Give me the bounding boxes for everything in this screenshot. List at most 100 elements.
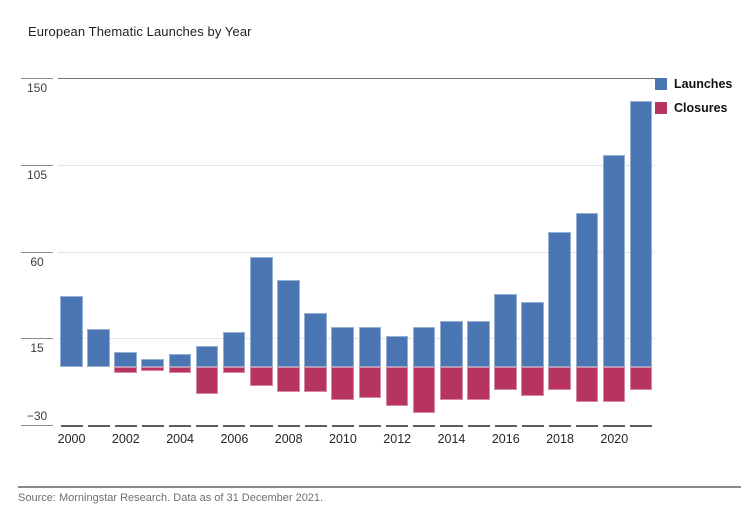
source-note: Source: Morningstar Research. Data as of… [18, 492, 324, 504]
bar-launches-2014 [439, 320, 463, 368]
y-tick [21, 251, 53, 253]
bar-closures-2012 [385, 367, 409, 406]
bar-launches-2006 [222, 332, 246, 368]
y-tick-label: 105 [26, 167, 48, 182]
bar-launches-2012 [385, 336, 409, 368]
bar-closures-2013 [412, 367, 436, 414]
x-tick-label: 2008 [274, 432, 303, 446]
bar-launches-2001 [87, 328, 110, 368]
x-tick-label: 2018 [546, 432, 574, 446]
x-axis-tick [494, 425, 517, 427]
bar-launches-2019 [575, 212, 599, 368]
bar-launches-2020 [602, 155, 626, 368]
x-tick-label: 2004 [166, 432, 195, 446]
y-tick-label: −30 [26, 409, 48, 423]
bar-closures-2014 [439, 367, 463, 400]
x-tick-label: 2010 [329, 432, 357, 446]
x-axis-tick [630, 425, 653, 427]
x-axis-tick [548, 425, 572, 427]
bar-launches-2004 [168, 353, 192, 368]
x-tick-label: 2000 [57, 432, 86, 446]
bar-closures-2021 [629, 367, 653, 391]
x-tick-label: 2020 [600, 432, 629, 446]
legend-item-closures: Closures [655, 101, 732, 115]
legend: Launches Closures [655, 77, 732, 125]
x-axis-tick [114, 425, 137, 427]
bar-launches-2000 [60, 295, 83, 368]
legend-swatch [655, 78, 667, 90]
x-axis-tick [223, 425, 246, 427]
bar-closures-2019 [575, 367, 599, 402]
x-axis-tick [250, 425, 273, 427]
bar-closures-2004 [168, 367, 192, 373]
y-tick [21, 164, 53, 166]
x-tick-label: 2016 [491, 432, 520, 446]
bar-launches-2002 [114, 351, 137, 368]
bar-launches-2017 [521, 301, 544, 368]
bar-closures-2008 [277, 367, 300, 393]
y-tick-label: 15 [30, 341, 44, 356]
legend-label: Launches [674, 77, 733, 91]
x-axis-tick [359, 425, 382, 427]
x-tick-label: 2002 [111, 432, 140, 446]
bar-launches-2009 [304, 313, 327, 368]
x-axis-tick [304, 425, 327, 427]
x-axis-tick [467, 425, 490, 427]
bar-closures-2009 [304, 367, 327, 393]
x-axis-tick [277, 425, 300, 427]
bar-launches-2003 [141, 359, 165, 368]
bar-launches-2011 [358, 326, 382, 368]
bar-launches-2021 [629, 101, 653, 368]
y-tick [21, 338, 53, 340]
x-tick-label: 2012 [383, 432, 412, 446]
bar-launches-2010 [331, 326, 354, 368]
y-axis: 150 105 60 15 −30 [21, 78, 53, 426]
gridline [58, 251, 655, 253]
x-axis-tick [440, 425, 463, 427]
bar-launches-2008 [277, 280, 300, 368]
y-tick-label: 60 [30, 254, 44, 269]
bar-launches-2016 [494, 293, 517, 368]
x-axis-tick [87, 425, 110, 427]
y-tick [21, 425, 53, 426]
bar-closures-2018 [548, 367, 572, 391]
x-axis-tick [169, 425, 192, 427]
bar-closures-2020 [602, 367, 626, 402]
legend-swatch [655, 102, 667, 114]
bar-closures-2007 [249, 367, 273, 387]
x-axis-tick [141, 425, 165, 427]
x-axis-tick [60, 425, 83, 427]
x-axis-tick [196, 425, 219, 427]
bar-launches-2015 [467, 320, 490, 368]
x-axis: 2000 2002 2004 2006 2008 2010 2012 2014 2016 2018… [58, 425, 655, 455]
bar-launches-2005 [195, 345, 219, 368]
x-tick-label: 2014 [437, 432, 466, 446]
x-axis-tick [386, 425, 409, 427]
bar-closures-2005 [195, 367, 219, 395]
x-axis-tick [521, 425, 544, 427]
x-axis-tick [576, 425, 599, 427]
bar-closures-2016 [494, 367, 517, 391]
x-tick-label: 2006 [220, 432, 249, 446]
bar-closures-2010 [331, 367, 354, 400]
bar-closures-2006 [222, 367, 246, 373]
bar-closures-2011 [358, 367, 382, 398]
x-axis-tick [413, 425, 436, 427]
bar-closures-2017 [521, 367, 544, 397]
gridline [58, 338, 655, 340]
bar-closures-2015 [467, 367, 490, 400]
y-tick-label: 150 [26, 81, 48, 95]
x-axis-tick [331, 425, 354, 427]
x-axis-tick [603, 425, 626, 427]
legend-label: Closures [674, 101, 728, 115]
gridline [58, 164, 655, 166]
footer-divider [18, 486, 741, 488]
y-tick [21, 78, 53, 79]
bar-launches-2013 [412, 326, 436, 368]
bar-launches-2018 [548, 232, 572, 368]
bar-closures-2003 [141, 367, 165, 371]
bar-closures-2002 [114, 367, 137, 373]
chart-title: European Thematic Launches by Year [28, 24, 252, 39]
bar-launches-2007 [249, 257, 273, 368]
legend-item-launches: Launches [655, 77, 732, 91]
